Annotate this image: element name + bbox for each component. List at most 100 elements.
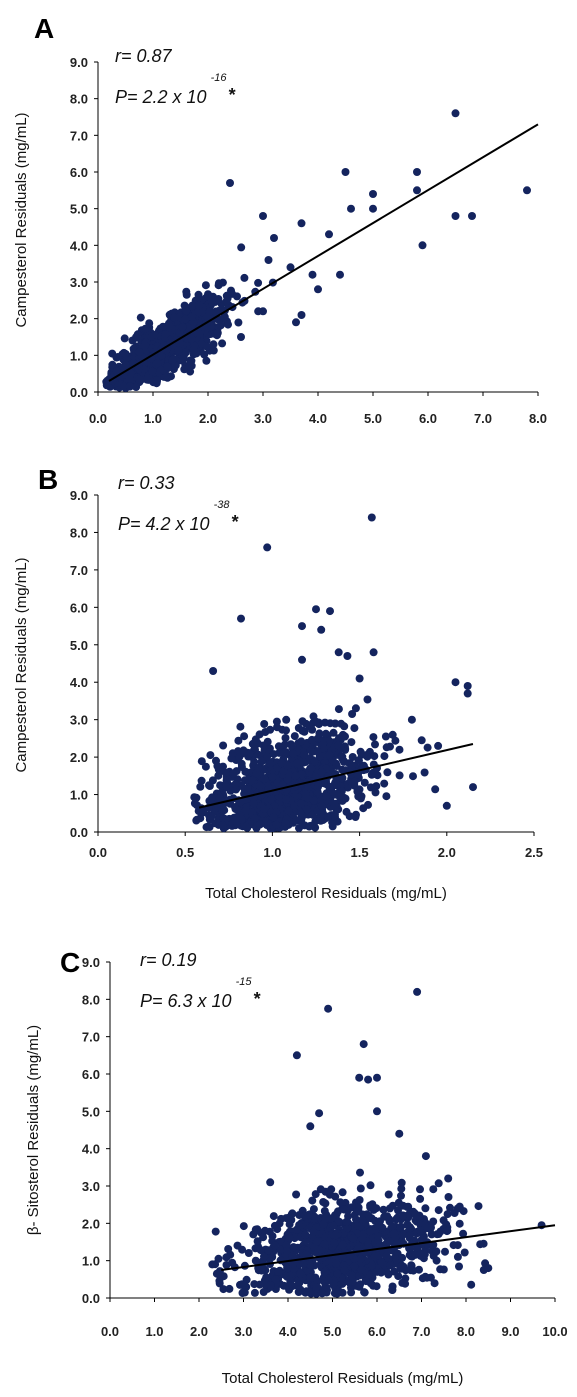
data-point [332, 1259, 341, 1268]
data-point [431, 785, 440, 794]
data-point [356, 794, 365, 803]
data-point [371, 740, 379, 749]
data-point [453, 1252, 462, 1261]
data-point [430, 1279, 439, 1288]
data-point [141, 324, 150, 333]
data-point [334, 741, 343, 750]
data-point [286, 740, 295, 749]
data-point [214, 295, 223, 303]
y-tick-label: 8.0 [70, 92, 88, 107]
data-point [385, 1204, 394, 1213]
y-tick-label: 7.0 [82, 1030, 100, 1045]
data-point [108, 360, 117, 369]
data-point [219, 741, 228, 750]
data-point [307, 735, 316, 744]
data-point [386, 1261, 395, 1270]
data-point [347, 738, 356, 747]
data-point [259, 1233, 268, 1242]
scatter-points [102, 109, 531, 392]
data-point [307, 764, 315, 773]
stat-r-text: r= 0.87 [115, 46, 173, 66]
data-point [355, 674, 364, 683]
data-point [253, 1237, 262, 1246]
data-point [354, 756, 363, 765]
data-point [418, 241, 427, 250]
data-point [185, 362, 194, 371]
data-point [214, 1254, 223, 1263]
y-tick-label: 5.0 [82, 1104, 100, 1119]
data-point [205, 815, 214, 824]
data-point [305, 1287, 314, 1296]
x-tick-label: 3.0 [234, 1324, 252, 1339]
data-point [306, 746, 315, 755]
data-point [249, 799, 258, 808]
data-point [373, 1073, 381, 1082]
x-tick-label: 2.0 [199, 411, 217, 426]
data-point [196, 782, 205, 791]
data-point [282, 715, 291, 724]
data-point [284, 806, 293, 815]
data-point [236, 798, 245, 807]
data-point [334, 1207, 342, 1216]
data-point [231, 780, 240, 789]
data-point [273, 1225, 282, 1234]
data-point [234, 747, 243, 756]
data-point [132, 383, 141, 391]
data-point [276, 1237, 285, 1246]
data-point [388, 730, 397, 739]
stat-p-exponent: -38 [214, 499, 231, 511]
panel-a: 0.0 1.0 2.0 3.0 4.0 5.0 6.0 7.0 8.0 9.0 0.0 1.0 2.0 3… [0, 0, 577, 440]
x-tick-label: 0.5 [176, 845, 194, 860]
data-point [364, 1242, 373, 1251]
data-point [463, 689, 472, 698]
data-point [237, 243, 246, 252]
data-point [314, 780, 323, 789]
data-point [333, 1269, 342, 1278]
data-point [343, 652, 352, 660]
data-point [348, 710, 357, 718]
data-point [264, 256, 273, 264]
data-point [416, 1226, 425, 1235]
data-point [331, 1231, 340, 1240]
data-point [390, 1229, 399, 1238]
data-point [388, 1222, 397, 1231]
data-point [365, 1212, 374, 1221]
data-point [121, 360, 130, 369]
y-tick-label: 5.0 [70, 638, 88, 653]
data-point [209, 346, 218, 355]
data-point [355, 1196, 364, 1204]
data-point [218, 821, 227, 830]
data-point [367, 1261, 376, 1270]
data-point [382, 1252, 391, 1261]
data-point [209, 667, 218, 675]
data-point [451, 212, 460, 220]
data-point [324, 1004, 333, 1013]
data-point [341, 168, 350, 176]
data-point [312, 1283, 321, 1292]
data-point [276, 1245, 285, 1254]
data-point [305, 1260, 314, 1269]
data-point [420, 768, 429, 777]
data-point [247, 776, 256, 785]
y-tick-label: 4.0 [70, 675, 88, 690]
data-point [285, 1234, 294, 1243]
data-point [233, 1241, 242, 1250]
data-point [182, 290, 191, 299]
data-point [282, 1247, 291, 1256]
data-point [260, 775, 269, 783]
data-point [293, 759, 302, 768]
data-point [373, 1107, 381, 1116]
data-point [159, 322, 167, 331]
data-point [354, 1206, 363, 1215]
data-point [182, 306, 191, 315]
data-point [254, 750, 263, 759]
data-point [179, 354, 188, 363]
data-point [427, 1230, 436, 1239]
data-point [320, 1268, 329, 1277]
data-point [381, 732, 390, 741]
data-point [363, 695, 372, 704]
data-point [349, 1234, 358, 1243]
data-point [411, 1211, 420, 1220]
data-point [326, 607, 334, 616]
x-tick-label: 8.0 [457, 1324, 475, 1339]
